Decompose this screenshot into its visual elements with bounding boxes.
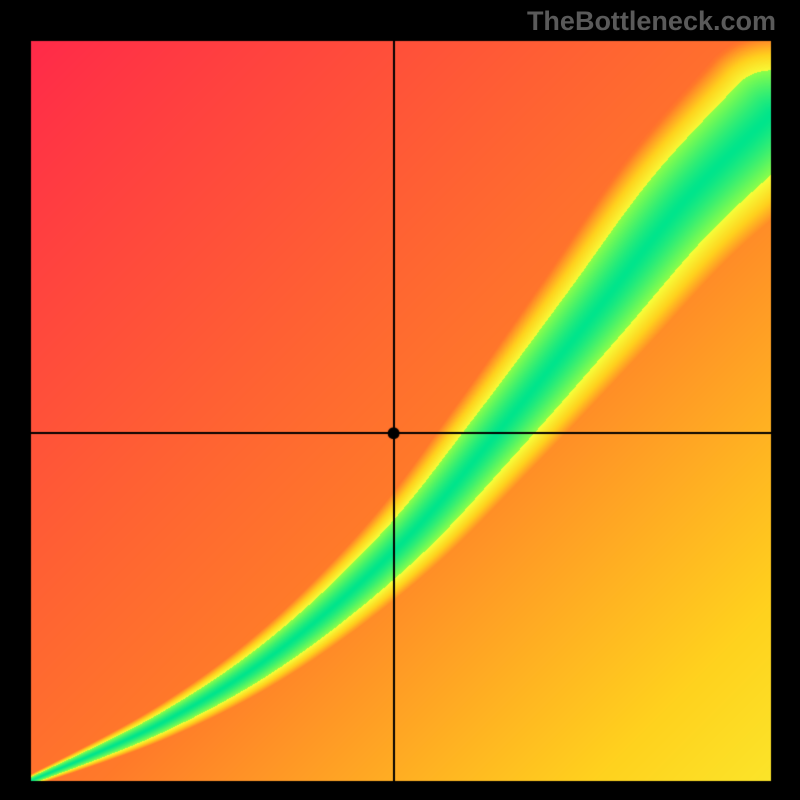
watermark-text: TheBottleneck.com — [527, 6, 776, 37]
bottleneck-heatmap-canvas — [0, 0, 800, 800]
bottleneck-heatmap-container: { "watermark": { "text": "TheBottleneck.… — [0, 0, 800, 800]
